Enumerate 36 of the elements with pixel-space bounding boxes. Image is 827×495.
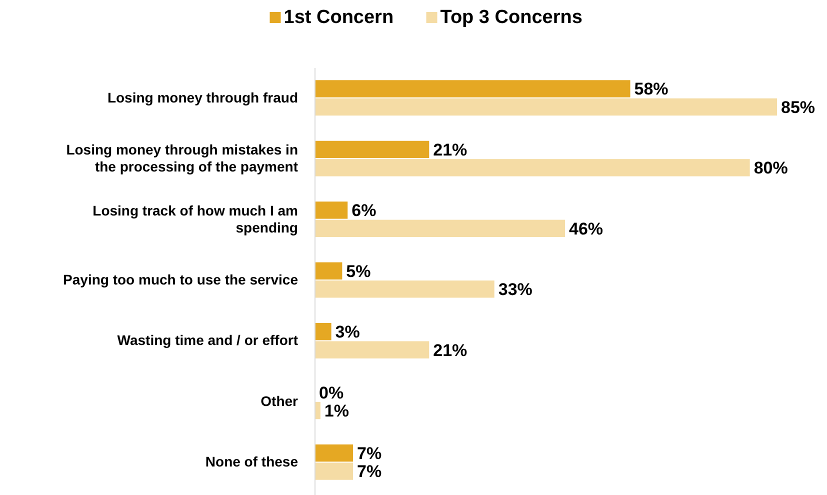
y-tick-label: None of these: [205, 453, 298, 470]
data-label: 0%: [319, 383, 344, 402]
data-label: 21%: [433, 140, 468, 160]
y-tick-label: Losing money through mistakes in the processing of the payment: [66, 141, 298, 174]
bar: [315, 140, 430, 158]
data-label: 5%: [346, 262, 371, 281]
data-label: 7%: [357, 444, 382, 464]
data-label: 58%: [634, 80, 668, 99]
bar: [315, 159, 750, 176]
y-tick-label: Losing track of how much I am spending: [92, 202, 298, 235]
bar: [315, 462, 354, 480]
data-label: 80%: [754, 158, 788, 178]
bar: [315, 220, 566, 237]
y-tick-label: Other: [260, 392, 299, 409]
bar: [315, 323, 332, 340]
data-label: 3%: [335, 322, 360, 342]
data-label: 21%: [433, 340, 468, 360]
data-label: 1%: [324, 402, 350, 421]
bar: [315, 98, 777, 116]
data-label: 46%: [569, 219, 604, 238]
bar: [315, 341, 430, 358]
y-tick-label: Wasting time and / or effort: [117, 332, 298, 348]
data-label: 85%: [781, 98, 816, 117]
data-label: 33%: [498, 280, 532, 300]
bar: [315, 402, 320, 420]
bar: [315, 80, 630, 98]
bar: [315, 444, 354, 462]
data-label: 7%: [357, 462, 382, 482]
y-tick-label: Losing money through fraud: [107, 89, 298, 106]
y-tick-label: Paying too much to use the service: [63, 271, 298, 288]
bar: [315, 262, 342, 280]
bar: [315, 202, 348, 219]
data-label: 6%: [352, 201, 376, 220]
bar: [315, 280, 494, 298]
legend-label: Top 3 Concerns: [440, 7, 582, 28]
legend-label: 1st Concern: [284, 7, 394, 28]
